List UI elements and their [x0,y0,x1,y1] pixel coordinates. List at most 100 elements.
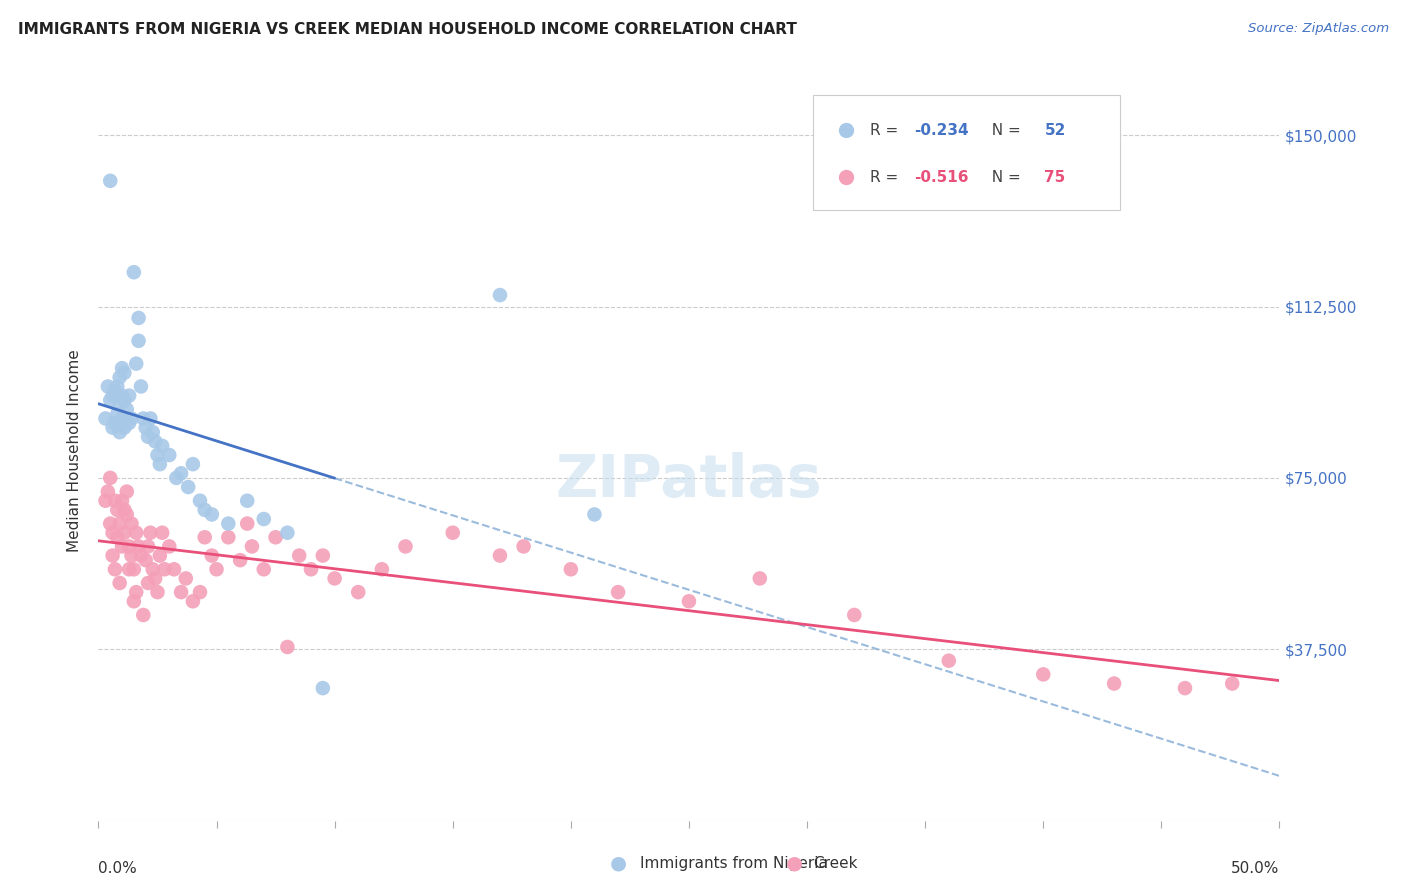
Point [122,265,145,279]
Text: R =: R = [870,170,903,185]
Point [118,389,141,403]
Point [253,562,276,576]
Point [560,562,582,576]
Text: 75: 75 [1045,170,1066,185]
Point [188,585,211,599]
Point [149,457,172,471]
Point [112,525,135,540]
Point [201,508,224,522]
Point [112,420,135,434]
Point [188,493,211,508]
Point [115,508,138,522]
Point [101,549,124,563]
Point [132,607,155,622]
Point [205,562,228,576]
Point [125,585,148,599]
Text: N =: N = [981,123,1025,138]
Point [240,540,263,554]
Point [146,585,169,599]
Point [105,379,128,393]
Point [94,411,117,425]
Point [101,389,124,403]
Point [512,540,534,554]
Point [112,366,135,380]
Point [98,393,121,408]
Point [111,389,134,403]
Point [157,448,180,462]
Point [347,585,370,599]
Point [111,493,134,508]
Text: 0.0%: 0.0% [98,862,138,876]
Text: IMMIGRANTS FROM NIGERIA VS CREEK MEDIAN HOUSEHOLD INCOME CORRELATION CHART: IMMIGRANTS FROM NIGERIA VS CREEK MEDIAN … [18,22,797,37]
Text: ●: ● [610,854,627,873]
Point [1220,676,1243,690]
Point [136,540,159,554]
Point [135,553,157,567]
Point [153,562,176,576]
Point [170,467,193,481]
Point [312,681,335,695]
Point [236,493,259,508]
Point [253,512,276,526]
Point [122,594,145,608]
Point [135,420,157,434]
Point [104,493,127,508]
Point [236,516,259,531]
Point [194,530,217,544]
Point [150,439,173,453]
Point [217,530,239,544]
Point [98,471,121,485]
Point [323,571,346,585]
Point [112,503,135,517]
Point [111,411,134,425]
Point [104,416,127,430]
Point [118,562,141,576]
Point [150,525,173,540]
FancyBboxPatch shape [813,95,1121,210]
Point [170,585,193,599]
Point [121,549,143,563]
Text: Creek: Creek [813,856,858,871]
Point [489,549,512,563]
Point [1032,667,1054,681]
Point [371,562,394,576]
Point [121,516,143,531]
Point [194,503,217,517]
Point [97,484,120,499]
Point [108,425,131,440]
Point [128,334,150,348]
Y-axis label: Median Household Income: Median Household Income [67,349,83,552]
Point [97,379,120,393]
Point [108,398,131,412]
Point [844,607,866,622]
Point [142,425,165,440]
Point [181,457,204,471]
Point [115,402,138,417]
Point [104,562,127,576]
Text: Source: ZipAtlas.com: Source: ZipAtlas.com [1249,22,1389,36]
Point [115,484,138,499]
Text: Immigrants from Nigeria: Immigrants from Nigeria [640,856,828,871]
Point [105,503,128,517]
Point [121,411,143,425]
Point [678,594,700,608]
Point [111,540,134,554]
Point [132,411,155,425]
Point [98,516,121,531]
Text: N =: N = [981,170,1025,185]
Point [142,562,165,576]
Point [607,585,630,599]
Point [105,407,128,421]
Point [128,540,150,554]
Point [149,549,172,563]
Point [98,174,121,188]
Point [201,549,224,563]
Point [177,480,200,494]
Point [101,525,124,540]
Point [217,516,239,531]
Text: -0.234: -0.234 [914,123,969,138]
Point [118,416,141,430]
Point [276,640,298,654]
Point [136,576,159,591]
Point [299,562,322,576]
